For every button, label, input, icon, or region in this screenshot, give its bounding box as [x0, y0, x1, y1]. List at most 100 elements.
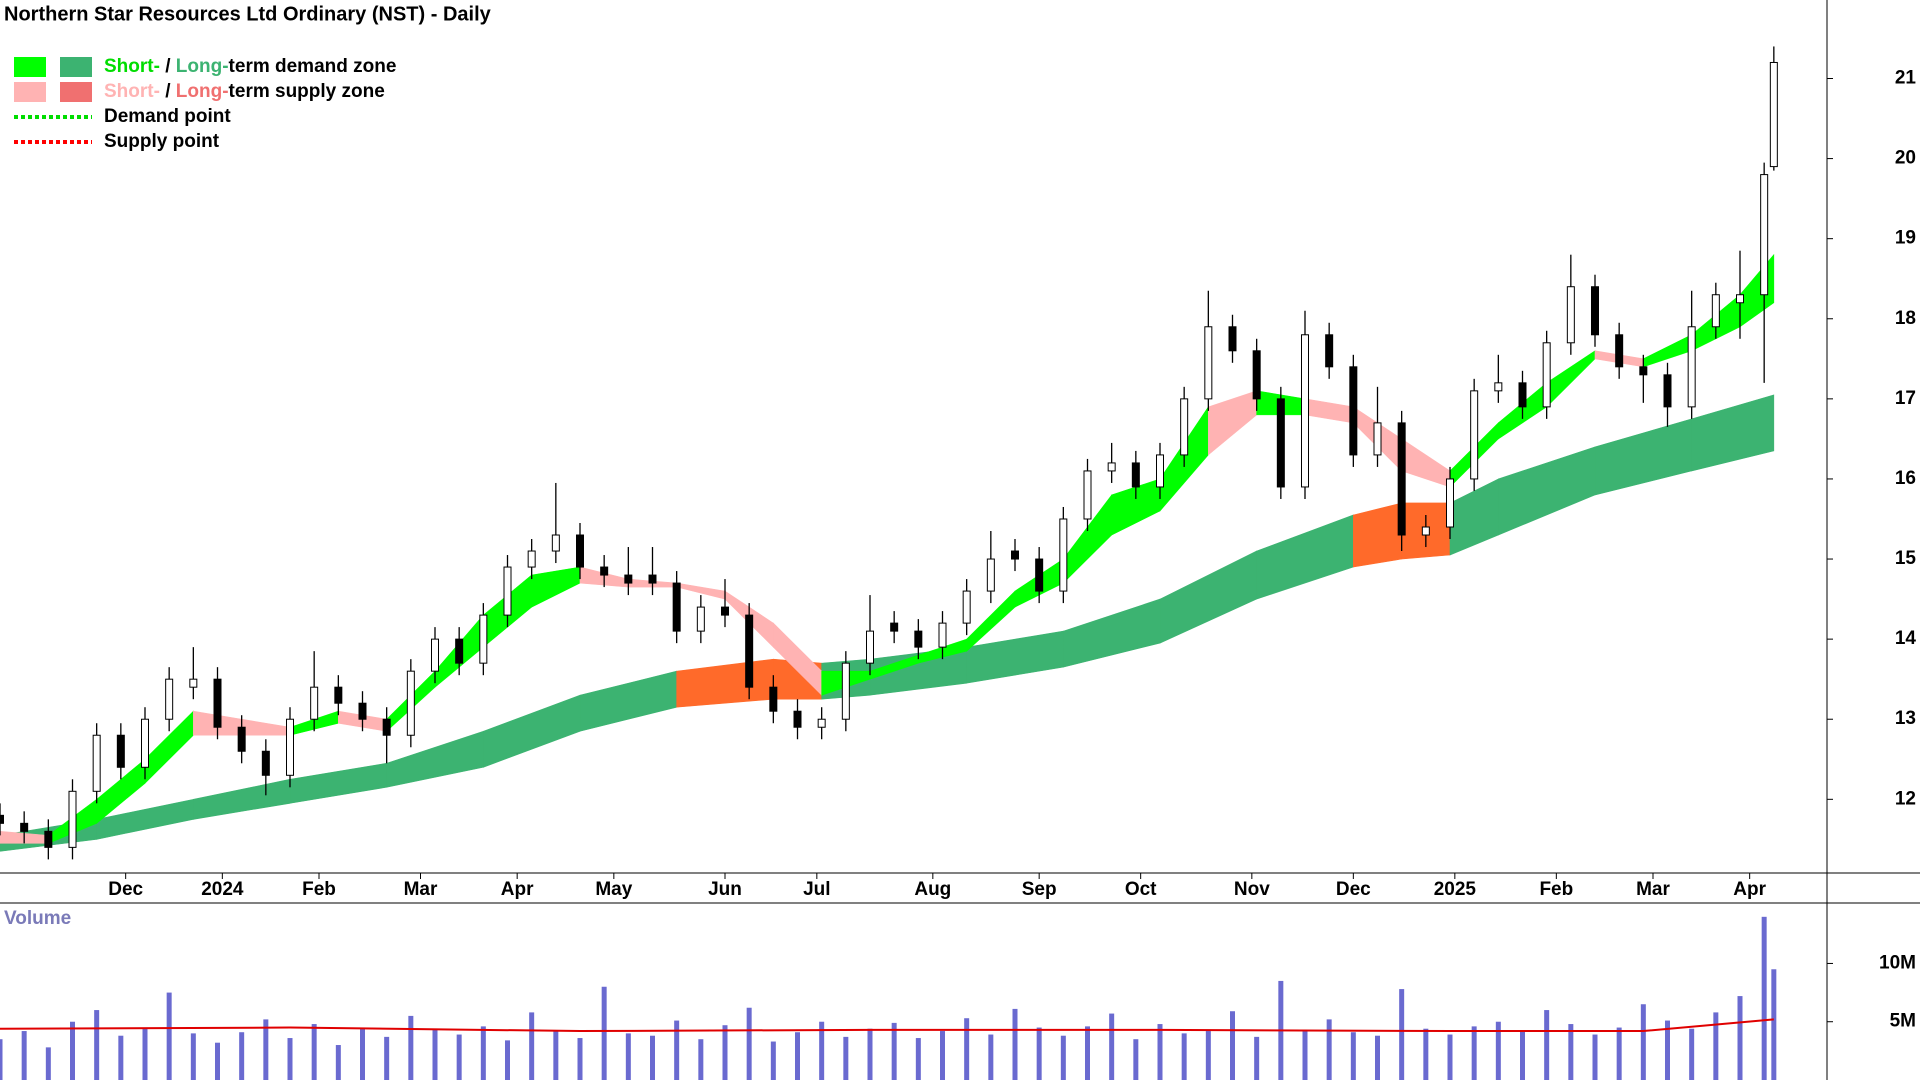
x-tick-label: Oct	[1125, 879, 1157, 900]
volume-bar	[360, 1028, 365, 1080]
volume-bar	[118, 1035, 124, 1080]
candle-body	[261, 750, 270, 776]
candle-body	[1059, 518, 1068, 592]
volume-bar	[1350, 1032, 1356, 1080]
candle-body	[1156, 454, 1164, 488]
x-tick-label: Apr	[501, 879, 534, 900]
candle-body	[1639, 366, 1648, 376]
x-tick-label: Nov	[1234, 879, 1270, 900]
legend-label: Supply point	[104, 131, 220, 152]
volume-bar	[142, 1027, 148, 1080]
candle-body	[1011, 550, 1019, 560]
candle-body	[0, 814, 4, 824]
candle-body	[503, 566, 512, 616]
candle-body	[334, 686, 343, 704]
volume-bar	[1157, 1024, 1163, 1080]
legend-label: Short- / Long-term demand zone	[104, 56, 396, 77]
candle-body	[914, 630, 923, 648]
y-tick-label: 21	[1895, 68, 1917, 89]
volume-bar	[988, 1034, 994, 1080]
candle-body	[1252, 350, 1261, 400]
volume-bar	[577, 1038, 583, 1080]
candle-body	[479, 614, 488, 664]
volume-bar	[1761, 916, 1767, 1080]
legend-text: Short-	[104, 81, 160, 102]
candle-body	[92, 734, 101, 792]
x-tick-label: Aug	[914, 879, 951, 900]
candle-body	[986, 558, 995, 592]
volume-average	[0, 1018, 1774, 1033]
volume-bar	[190, 1033, 196, 1080]
volume-bar	[335, 1045, 341, 1080]
legend-swatch	[14, 57, 46, 77]
candle-body	[1180, 398, 1189, 456]
volume-bar	[819, 1021, 825, 1080]
candle-body	[551, 534, 560, 552]
candle-body	[237, 726, 246, 752]
volume-bar	[505, 1040, 510, 1080]
candle-body	[962, 590, 971, 624]
candle-body	[890, 622, 899, 632]
volume-bar	[94, 1010, 100, 1080]
volume-bar	[867, 1028, 873, 1080]
volume-bar	[384, 1036, 390, 1080]
legend-text: term supply zone	[229, 81, 385, 102]
volume-bar	[1133, 1039, 1139, 1080]
volume-bar	[915, 1038, 921, 1080]
candle-body	[1325, 334, 1334, 368]
y-tick-label: 12	[1895, 788, 1916, 809]
volume-bar	[1060, 1035, 1066, 1080]
candle-body	[841, 662, 850, 720]
candle-body	[1446, 478, 1454, 528]
y-tick-label: 15	[1895, 548, 1917, 569]
legend-text: Demand point	[104, 106, 231, 127]
volume-bar	[1737, 996, 1743, 1080]
volume-bar	[1109, 1013, 1115, 1080]
legend-text: Long-	[176, 56, 229, 77]
legend-label: Short- / Long-term supply zone	[104, 81, 385, 102]
volume-bar	[1568, 1024, 1574, 1080]
legend-text: /	[160, 56, 176, 77]
x-tick-label: 2025	[1434, 879, 1477, 900]
volume-bar	[45, 1047, 51, 1080]
candle-body	[1769, 61, 1778, 168]
candle-body	[116, 734, 125, 768]
volume-bar	[1012, 1008, 1018, 1080]
candle-body	[527, 550, 536, 568]
y-tick-label: 16	[1895, 468, 1916, 489]
volume-bar	[891, 1022, 897, 1080]
candle-body	[310, 686, 319, 720]
y-tick-label: 19	[1895, 228, 1916, 249]
candle-body	[745, 614, 754, 688]
volume-panel	[0, 916, 1777, 1080]
volume-bar	[0, 1039, 3, 1080]
y-tick-label: 17	[1895, 388, 1916, 409]
x-tick-label: May	[595, 879, 632, 900]
x-tick-label: Sep	[1022, 879, 1057, 900]
volume-bar	[408, 1015, 414, 1080]
legend: Short- / Long-term demand zone Short- / L…	[14, 56, 396, 152]
volume-bar	[964, 1018, 970, 1080]
candle-body	[165, 678, 174, 720]
volume-bar	[1254, 1036, 1260, 1080]
y-tick-label: 20	[1895, 148, 1916, 169]
volume-bar	[770, 1041, 776, 1080]
volume-tick-label: 5M	[1890, 1011, 1916, 1032]
x-tick-label: Jul	[803, 879, 830, 900]
x-tick-label: 2024	[201, 879, 244, 900]
x-tick-label: Feb	[302, 879, 336, 900]
candle-body	[455, 638, 464, 664]
legend-swatch	[14, 82, 46, 102]
volume-bar	[1302, 1029, 1308, 1080]
volume-bar	[1036, 1027, 1042, 1080]
volume-bar	[287, 1038, 293, 1080]
candle-body	[624, 574, 633, 584]
legend-text: /	[160, 81, 176, 102]
candle-body	[1349, 366, 1358, 456]
candle-body	[1421, 526, 1430, 536]
candle-body	[1276, 398, 1285, 488]
candle-body	[1131, 462, 1140, 488]
volume-bar	[1423, 1028, 1429, 1080]
volume-bar	[1471, 1026, 1477, 1080]
legend-text: Supply point	[104, 131, 220, 152]
